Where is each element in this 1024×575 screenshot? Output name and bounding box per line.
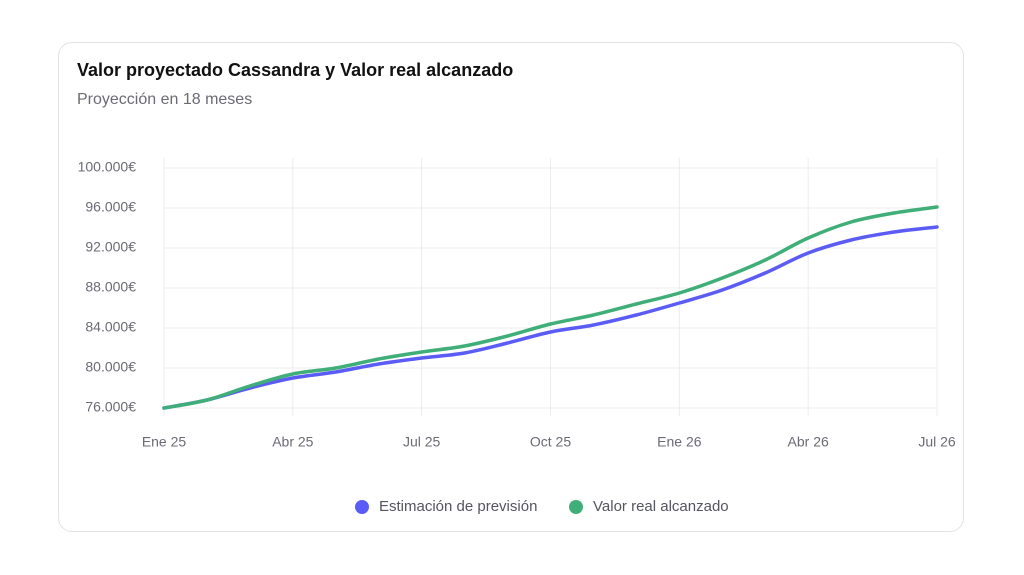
x-tick-label: Jul 26 xyxy=(918,434,956,450)
x-tick-label: Ene 26 xyxy=(657,434,702,450)
y-tick-label: 100.000€ xyxy=(78,159,137,175)
legend-marker xyxy=(569,500,583,514)
chart-title: Valor proyectado Cassandra y Valor real … xyxy=(77,60,513,80)
x-tick-label: Abr 26 xyxy=(788,434,829,450)
y-tick-label: 92.000€ xyxy=(85,239,136,255)
x-tick-label: Oct 25 xyxy=(530,434,571,450)
y-tick-label: 96.000€ xyxy=(85,199,136,215)
line-series xyxy=(162,225,939,410)
y-tick-label: 76.000€ xyxy=(85,399,136,415)
line-series xyxy=(162,205,939,410)
card xyxy=(58,42,964,532)
y-tick-label: 80.000€ xyxy=(85,359,136,375)
y-tick-label: 88.000€ xyxy=(85,279,136,295)
x-tick-label: Abr 25 xyxy=(272,434,313,450)
legend-label: Valor real alcanzado xyxy=(593,498,729,515)
legend-label: Estimación de previsión xyxy=(379,498,537,515)
y-tick-label: 84.000€ xyxy=(85,319,136,335)
x-tick-label: Ene 25 xyxy=(142,434,187,450)
legend-marker xyxy=(355,500,369,514)
x-tick-label: Jul 25 xyxy=(403,434,441,450)
chart-subtitle: Proyección en 18 meses xyxy=(77,91,252,108)
